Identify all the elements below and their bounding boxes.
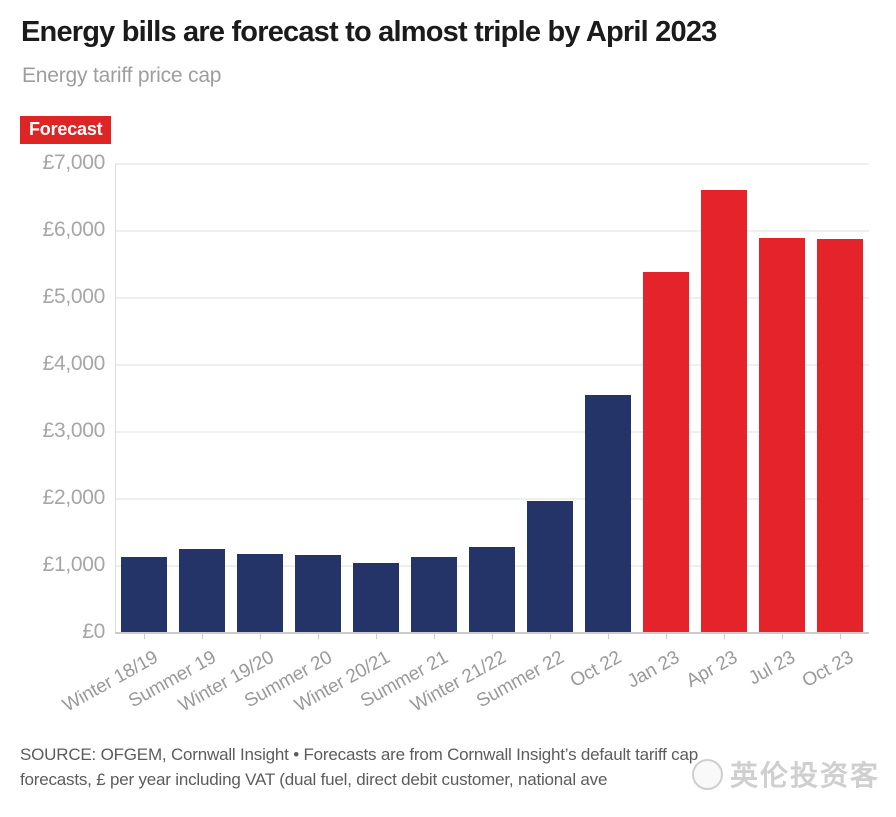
bar-historical xyxy=(295,555,341,633)
x-axis-tick-mark xyxy=(724,633,725,639)
y-axis-tick-label: £0 xyxy=(82,620,105,643)
gridline xyxy=(115,230,869,232)
x-axis-tick-label: Jul 23 xyxy=(745,647,800,690)
bar-historical xyxy=(585,395,631,633)
x-axis-tick-mark xyxy=(666,633,667,639)
x-axis-tick-mark xyxy=(144,633,145,639)
gridline xyxy=(115,364,869,366)
source-note: SOURCE: OFGEM, Cornwall Insight • Foreca… xyxy=(20,742,698,792)
x-axis-tick-label: Oct 23 xyxy=(799,647,858,692)
bar-forecast xyxy=(817,238,863,633)
x-axis-tick-label: Oct 22 xyxy=(567,647,626,692)
bar-forecast xyxy=(759,237,805,633)
x-axis-tick-mark xyxy=(318,633,319,639)
chart-title: Energy bills are forecast to almost trip… xyxy=(21,16,717,48)
watermark-text: 英伦投资客 xyxy=(730,760,881,791)
y-axis-tick-label: £7,000 xyxy=(42,151,106,174)
source-note-line-1: SOURCE: OFGEM, Cornwall Insight • Foreca… xyxy=(20,745,698,764)
y-axis-line xyxy=(115,164,116,633)
x-axis-tick-mark xyxy=(550,633,551,639)
bar-historical xyxy=(353,563,399,633)
bar-historical xyxy=(411,556,457,633)
forecast-legend-badge: Forecast xyxy=(20,116,112,144)
x-axis-tick-mark xyxy=(434,633,435,639)
bar-historical xyxy=(237,554,283,633)
source-note-line-2: forecasts, £ per year including VAT (dua… xyxy=(20,770,608,789)
circle-logo-icon xyxy=(692,758,723,790)
bar-forecast xyxy=(643,272,689,633)
gridline xyxy=(115,297,869,299)
watermark: 英伦投资客 xyxy=(692,754,880,794)
x-axis-tick-mark xyxy=(608,633,609,639)
y-axis-tick-label: £4,000 xyxy=(42,352,106,375)
bar-historical xyxy=(121,556,167,633)
x-axis-tick-mark xyxy=(840,633,841,639)
x-axis-tick-mark xyxy=(202,633,203,639)
x-axis-tick-label: Apr 23 xyxy=(683,647,742,692)
y-axis-tick-label: £5,000 xyxy=(42,285,106,308)
y-axis-tick-label: £1,000 xyxy=(42,553,106,576)
gridline xyxy=(115,431,869,433)
x-axis-tick-mark xyxy=(782,633,783,639)
y-axis-tick-label: £3,000 xyxy=(42,419,106,442)
x-axis-tick-label: Jan 23 xyxy=(624,647,684,693)
bar-historical xyxy=(469,547,515,633)
x-axis-tick-mark xyxy=(376,633,377,639)
bar-historical xyxy=(179,548,225,633)
gridline xyxy=(115,498,869,500)
x-axis-line xyxy=(115,632,869,634)
x-axis-tick-mark xyxy=(492,633,493,639)
bar-historical xyxy=(527,500,573,633)
bar-forecast xyxy=(701,189,747,633)
chart-subtitle: Energy tariff price cap xyxy=(22,64,222,87)
y-axis-tick-label: £6,000 xyxy=(42,218,106,241)
y-axis-tick-label: £2,000 xyxy=(42,486,106,509)
x-axis-tick-mark xyxy=(260,633,261,639)
gridline xyxy=(115,163,869,165)
